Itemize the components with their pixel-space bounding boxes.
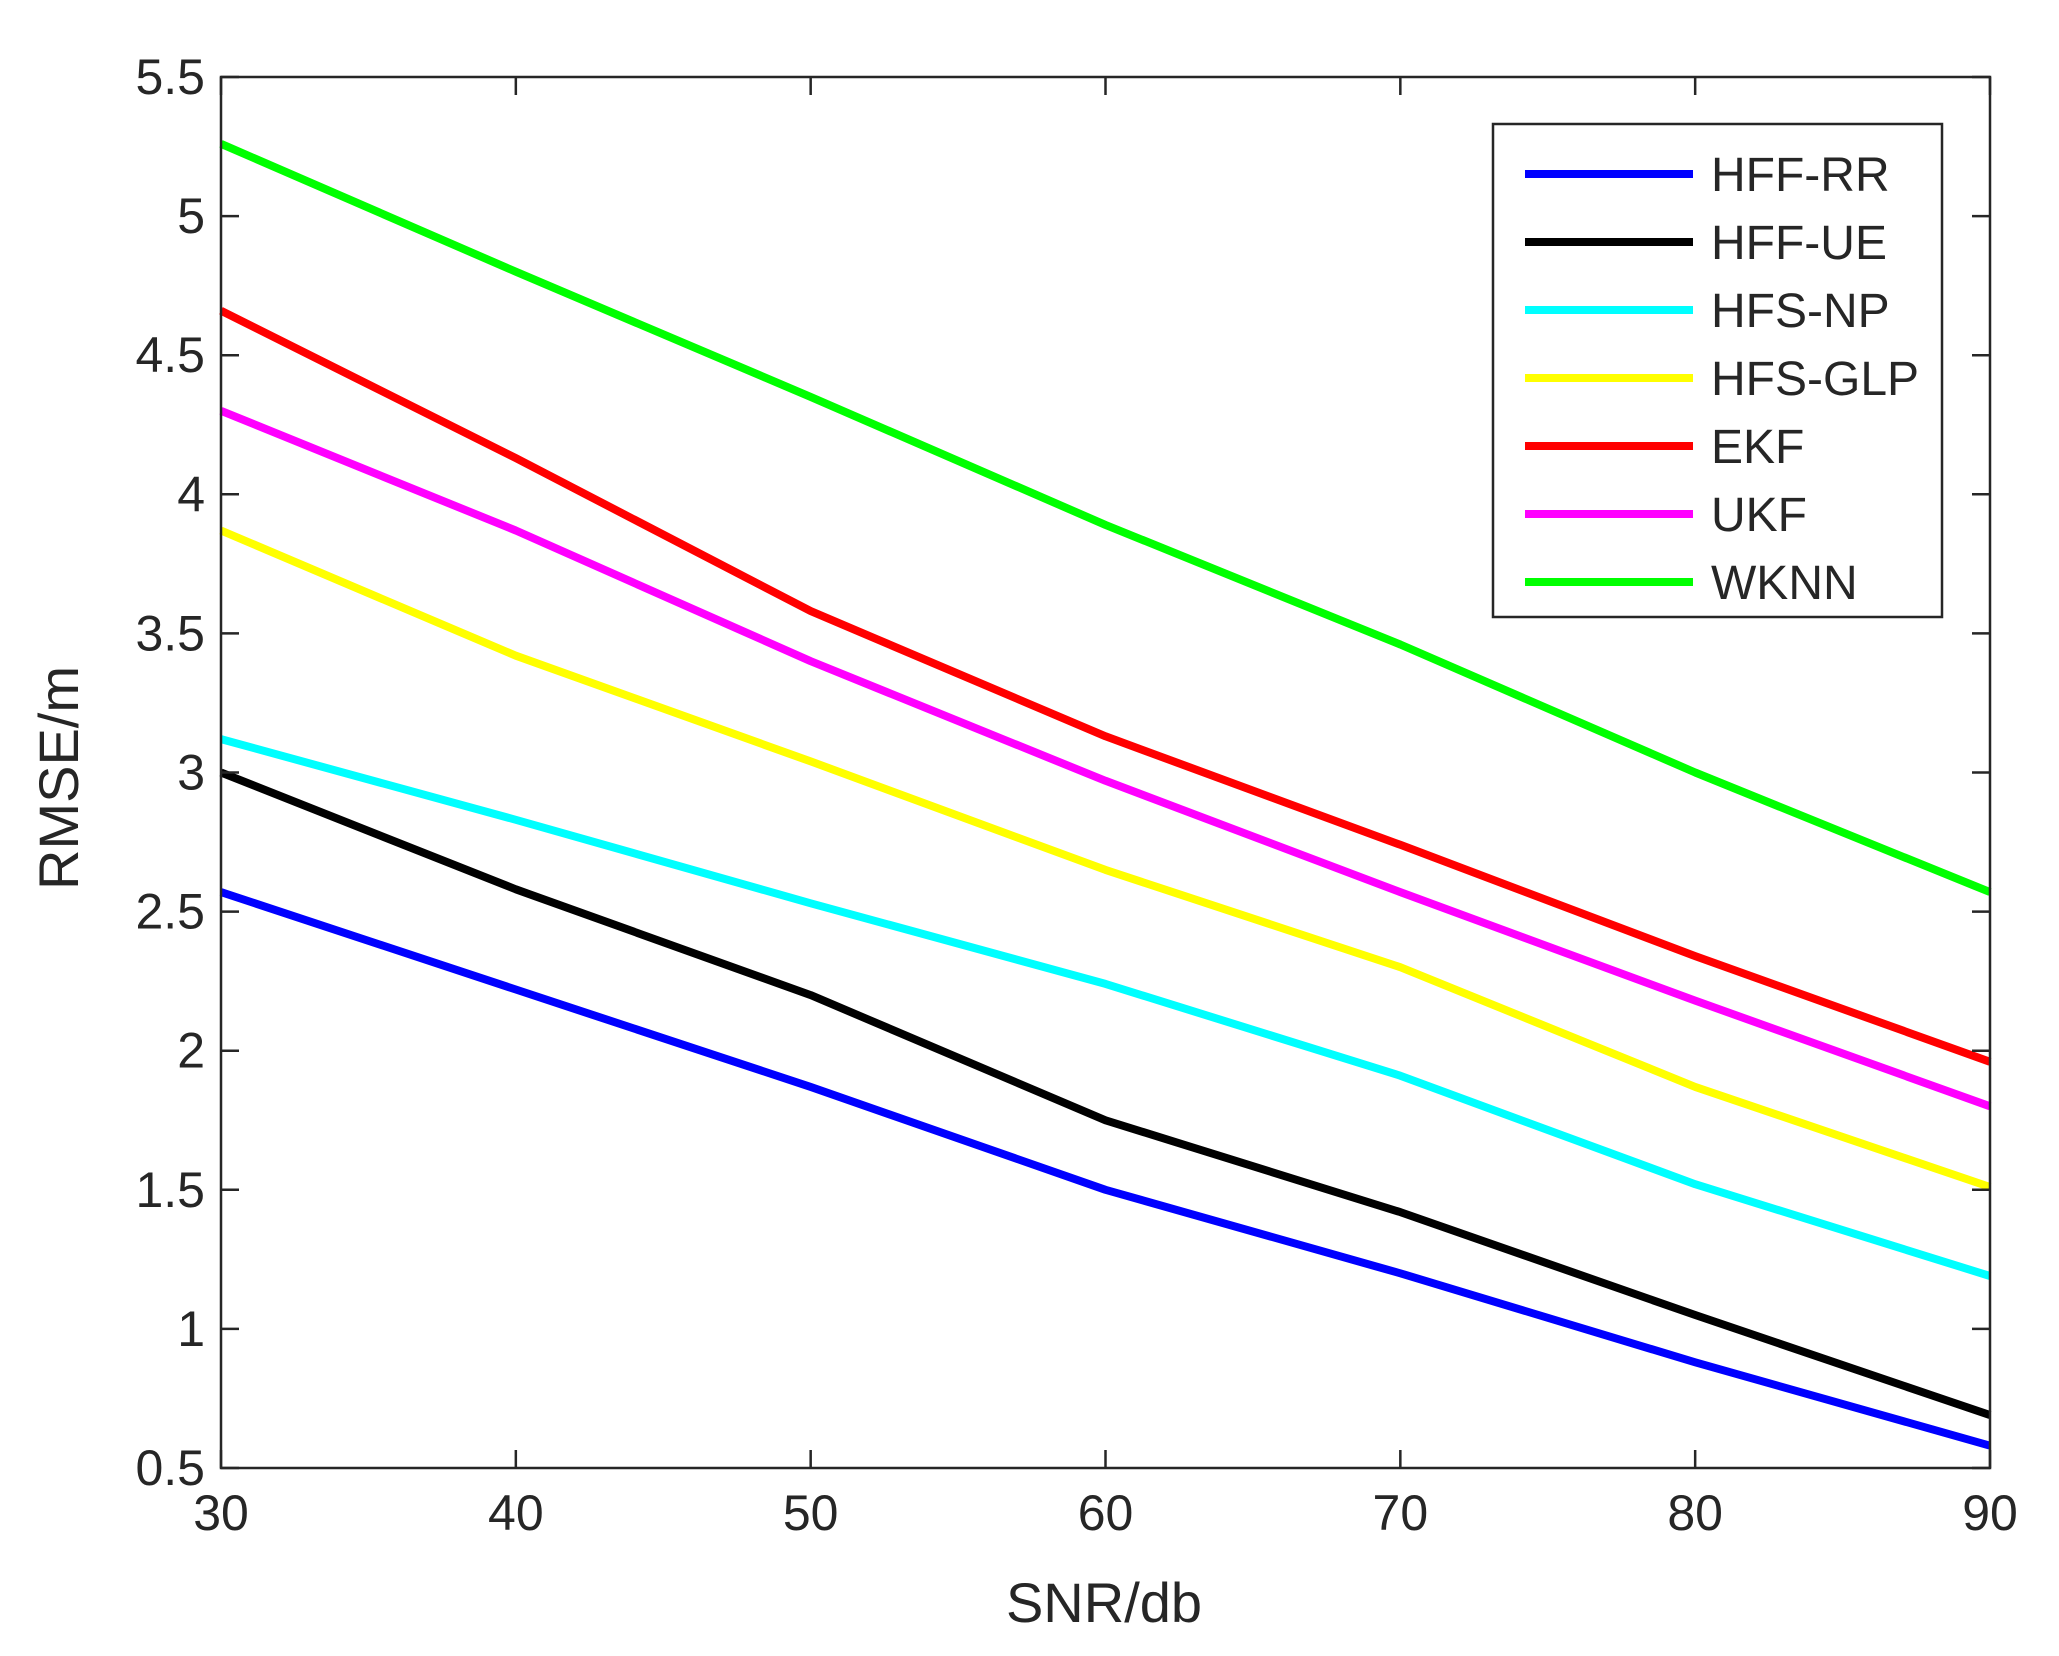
y-tick-label: 5.5 [135, 49, 205, 105]
x-tick-label: 80 [1667, 1485, 1723, 1541]
legend-box [1491, 122, 1944, 619]
y-tick-label: 2 [177, 1023, 205, 1079]
y-axis-label: RMSE/m [27, 666, 90, 890]
x-tick-label: 90 [1962, 1485, 2018, 1541]
x-tick-label: 60 [1078, 1485, 1134, 1541]
legend-label-hfs-glp: HFS-GLP [1711, 353, 1919, 406]
series-line-hff-rr [219, 888, 1992, 1450]
x-tick-label: 40 [488, 1485, 544, 1541]
legend-label-hfs-np: HFS-NP [1711, 285, 1890, 338]
y-tick-label: 2.5 [135, 884, 205, 940]
ticks-layer: 30 40 50 60 70 80 90 0.5 1 1.5 2 2.5 3 3.5 4 4.5 5 5.5 [135, 49, 2017, 1541]
y-tick-label: 1 [177, 1301, 205, 1357]
series-layer [219, 140, 1992, 1450]
y-tick-label: 3.5 [135, 605, 205, 661]
series-line-ukf [219, 407, 1992, 1111]
legend: HFF-RR HFF-UE HFS-NP HFS-GLP EKF UKF WKNN [1491, 122, 1944, 619]
y-tick-label: 0.5 [135, 1440, 205, 1496]
y-tick-label: 1.5 [135, 1162, 205, 1218]
y-tick-label: 5 [177, 188, 205, 244]
y-tick-label: 3 [177, 745, 205, 801]
y-tick-label: 4 [177, 466, 205, 522]
series-line-wknn [219, 140, 1992, 896]
y-tick-label: 4.5 [135, 327, 205, 383]
legend-label-ekf: EKF [1711, 421, 1804, 474]
series-line-hfs-glp [219, 526, 1992, 1191]
series-line-ekf [219, 307, 1992, 1066]
x-tick-label: 30 [193, 1485, 249, 1541]
x-tick-label: 50 [783, 1485, 839, 1541]
legend-label-hff-ue: HFF-UE [1711, 217, 1887, 270]
series-line-hfs-np [219, 735, 1992, 1280]
x-tick-label: 70 [1373, 1485, 1429, 1541]
series-line-hff-ue [219, 768, 1992, 1419]
legend-label-ukf: UKF [1711, 489, 1807, 542]
legend-label-hff-rr: HFF-RR [1711, 149, 1890, 202]
x-axis-label: SNR/db [1006, 1571, 1202, 1634]
legend-label-wknn: WKNN [1711, 557, 1858, 610]
